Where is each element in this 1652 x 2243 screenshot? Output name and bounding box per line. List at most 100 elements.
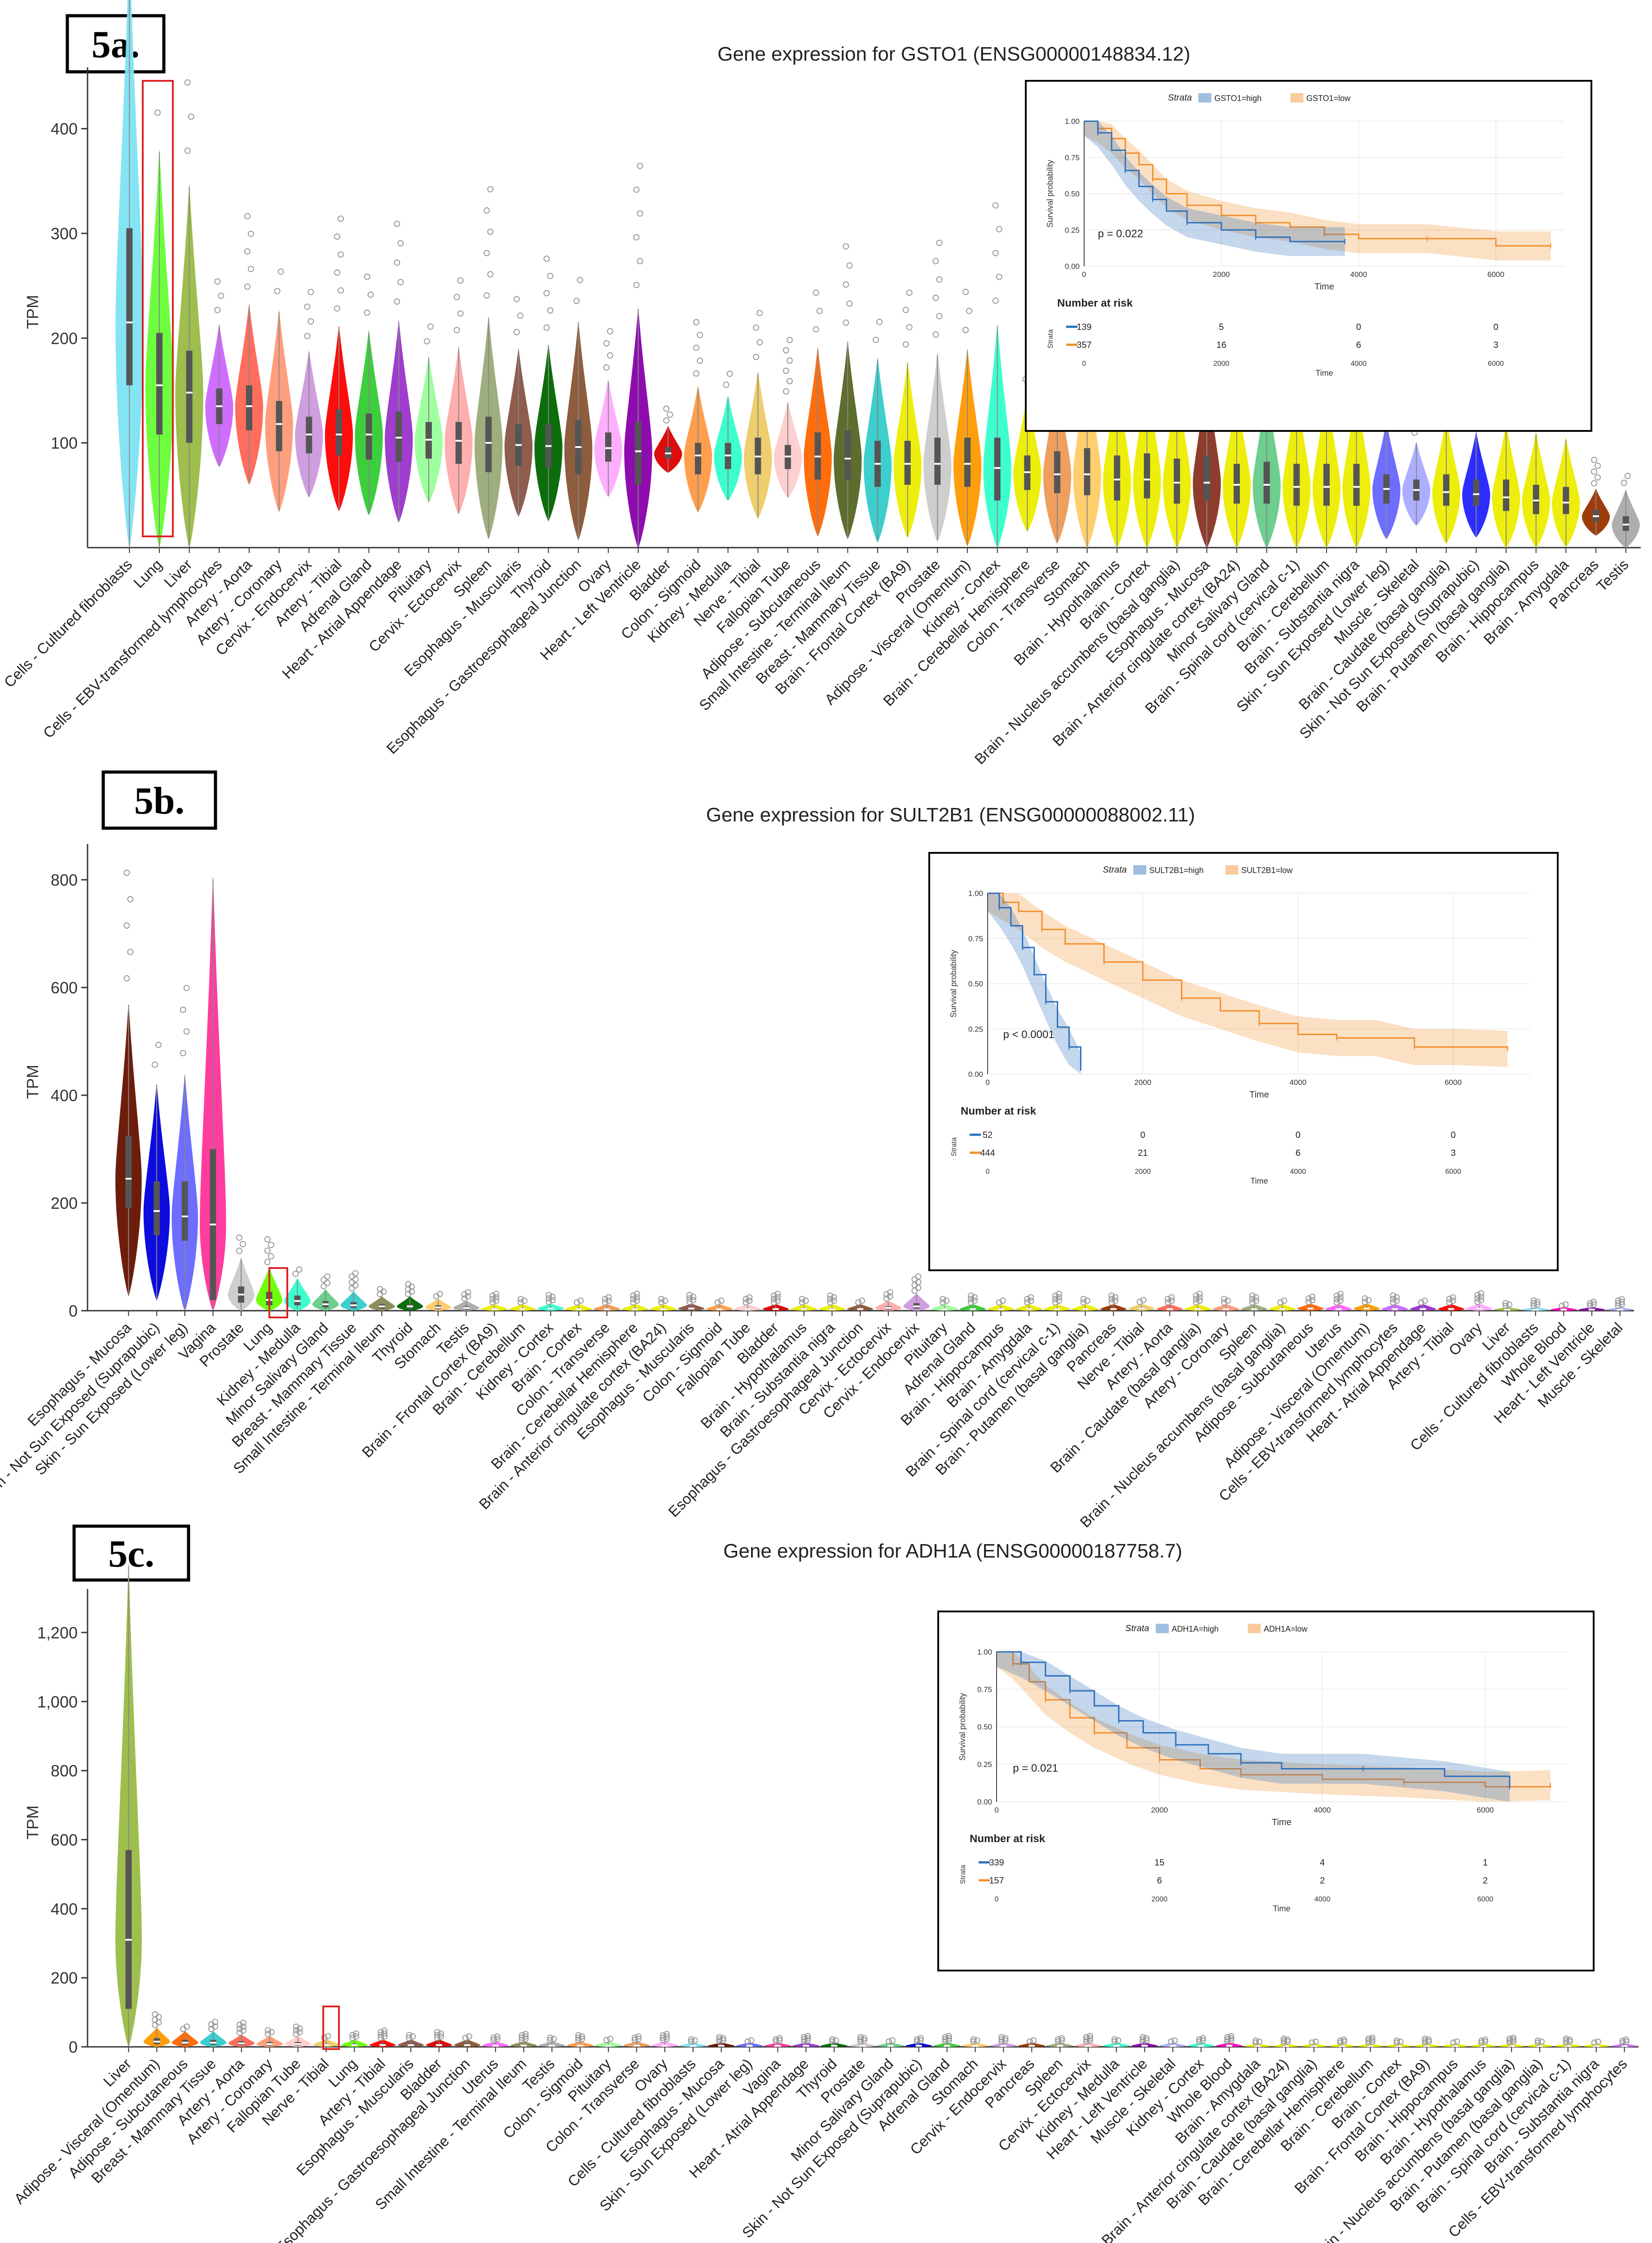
panel-1: 5a. Gene expression for GSTO1 (ENSG000001… [0, 0, 1641, 768]
legend-swatch-high [1198, 93, 1212, 103]
km-x-tick-label: 6000 [1477, 1806, 1494, 1814]
outlier-point [381, 2028, 388, 2034]
violin-box [1503, 479, 1509, 511]
outlier-point [942, 2034, 949, 2041]
outlier-point [1478, 1297, 1485, 1304]
outlier-point [1055, 2036, 1062, 2043]
risk-x-axis-title: Time [1273, 1904, 1290, 1913]
outlier-point [633, 281, 640, 288]
risk-x-tick-label: 6000 [1477, 1896, 1494, 1903]
outlier-point [514, 329, 520, 335]
risk-table-title: Number at risk [1057, 297, 1133, 309]
violin-box [1114, 455, 1120, 500]
outlier-point [771, 1296, 778, 1303]
outlier-point [1249, 1299, 1256, 1306]
outlier-point [667, 411, 673, 418]
km-y-tick-label: 0.75 [968, 935, 983, 943]
outlier-point [1199, 2035, 1206, 2041]
outlier-point [753, 354, 760, 360]
outlier-point [1108, 1292, 1115, 1299]
outlier-point [1390, 1292, 1397, 1299]
outlier-point [633, 1290, 640, 1297]
outlier-point [1221, 1299, 1228, 1306]
outlier-point [659, 2034, 666, 2041]
outlier-point [804, 2033, 811, 2040]
outlier-point [829, 2036, 836, 2043]
outlier-point [1108, 1299, 1115, 1306]
risk-strata-label: Strata [1047, 329, 1054, 349]
outlier-point [992, 297, 999, 304]
outlier-point [324, 1273, 331, 1280]
outlier-point [1362, 1299, 1368, 1305]
outlier-point [489, 1296, 496, 1303]
outlier-point [123, 975, 130, 982]
outlier-point [1621, 479, 1627, 486]
outlier-point [1618, 1299, 1625, 1305]
outlier-point [1623, 2038, 1630, 2045]
outlier-point [1534, 2039, 1541, 2046]
outlier-point [547, 272, 554, 279]
outlier-point [783, 368, 789, 374]
outlier-point [753, 325, 760, 331]
outlier-point [1422, 2037, 1428, 2044]
outlier-point [1111, 2038, 1118, 2045]
outlier-point [945, 2033, 952, 2040]
outlier-point [214, 307, 221, 313]
outlier-point [801, 2036, 808, 2043]
outlier-point [240, 1241, 246, 1247]
outlier-point [691, 2037, 698, 2044]
outlier-point [966, 307, 972, 314]
outlier-point [902, 341, 909, 348]
outlier-point [1591, 480, 1597, 487]
outlier-point [1510, 2037, 1517, 2043]
outlier-point [236, 1247, 243, 1254]
outlier-point [861, 2035, 868, 2041]
outlier-point [377, 1286, 383, 1292]
km-pvalue: p = 0.021 [1013, 1762, 1058, 1774]
outlier-point [1390, 1299, 1397, 1306]
outlier-point [1224, 2038, 1231, 2045]
outlier-point [1340, 2038, 1347, 2045]
outlier-point [577, 277, 584, 283]
outlier-point [1224, 2034, 1231, 2041]
outlier-point [771, 1292, 778, 1299]
outlier-point [915, 1279, 922, 1286]
outlier-point [1422, 2036, 1428, 2042]
outlier-point [264, 2027, 271, 2034]
outlier-point [1196, 2036, 1203, 2043]
risk-count: 3 [1451, 1148, 1456, 1158]
outlier-point [549, 1294, 556, 1300]
violin-box [1054, 451, 1060, 493]
outlier-point [264, 2031, 271, 2037]
outlier-point [1281, 2036, 1287, 2042]
outlier-point [434, 2029, 441, 2036]
outlier-point [859, 1297, 866, 1304]
chart-title: Gene expression for ADH1A (ENSG000001877… [723, 1540, 1182, 1562]
outlier-point [1084, 1297, 1090, 1304]
outlier-point [1196, 2038, 1203, 2045]
outlier-point [321, 2034, 328, 2041]
outlier-point [1393, 2039, 1400, 2046]
legend-swatch-low [1248, 1624, 1261, 1633]
risk-count: 21 [1138, 1148, 1148, 1158]
outlier-point [1474, 1292, 1481, 1299]
outlier-point [1284, 2037, 1291, 2043]
outlier-point [686, 1292, 693, 1299]
y-tick-label: 200 [51, 1194, 78, 1212]
risk-count: 15 [1155, 1858, 1164, 1868]
outlier-point [633, 234, 640, 241]
outlier-point [1137, 1299, 1143, 1305]
outlier-point [917, 2035, 924, 2041]
outlier-point [248, 266, 254, 272]
outlier-point [1591, 457, 1597, 463]
outlier-point [1474, 1295, 1481, 1302]
violin-box [1622, 516, 1629, 531]
violin-box [1263, 461, 1270, 504]
outlier-point [1534, 1299, 1541, 1305]
risk-table-title: Number at risk [970, 1833, 1046, 1845]
outlier-point [1418, 1299, 1424, 1306]
outlier-point [1333, 1299, 1340, 1306]
outlier-point [1538, 2038, 1545, 2045]
outlier-point [348, 1285, 355, 1292]
